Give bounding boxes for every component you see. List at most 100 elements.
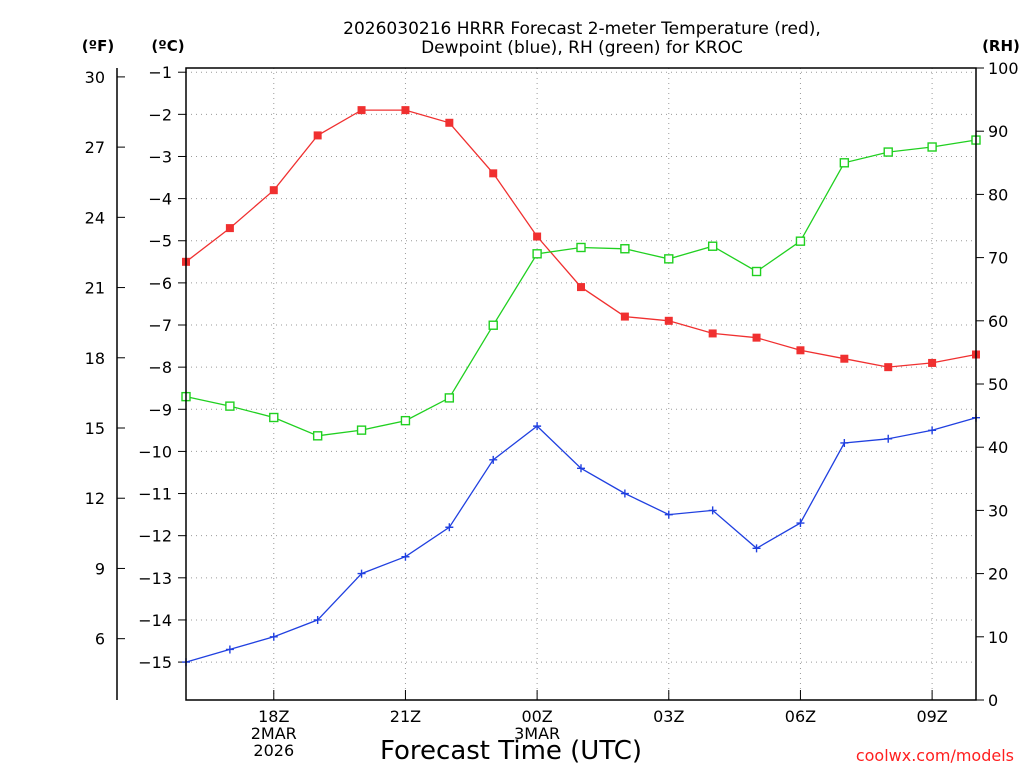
celsius-tick-label: −15	[138, 653, 172, 672]
rh-point	[444, 393, 455, 403]
celsius-unit-label: (ºC)	[151, 37, 184, 55]
dewpoint-point	[489, 455, 498, 464]
fahrenheit-tick-label: 21	[85, 279, 105, 298]
fahrenheit-tick-label: 18	[85, 349, 105, 368]
rh-point	[576, 242, 586, 253]
chart-title: 2026030216 HRRR Forecast 2-meter Tempera…	[343, 19, 821, 58]
fahrenheit-tick-label: 12	[85, 489, 105, 508]
celsius-tick-label: −12	[138, 527, 172, 546]
time-tick-label: 00Z	[521, 707, 552, 726]
celsius-tick-label: −13	[138, 569, 172, 588]
time-tick-label: 2026	[253, 741, 294, 760]
fahrenheit-tick-label: 6	[95, 630, 105, 649]
celsius-tick-label: −5	[148, 232, 172, 251]
rh-point	[707, 241, 718, 251]
rh-tick-label: 30	[988, 501, 1008, 520]
dewpoint-point	[840, 438, 849, 447]
rh-point	[269, 412, 279, 423]
x-axis-title: Forecast Time (UTC)	[380, 736, 642, 766]
rh-point	[225, 401, 235, 411]
temperature-point	[225, 224, 234, 233]
fahrenheit-tick-label: 9	[95, 559, 105, 578]
rh-tick-label: 90	[988, 122, 1008, 141]
dewpoint-point	[313, 615, 322, 624]
rh-tick-label: 60	[988, 312, 1008, 331]
temperature-point	[489, 169, 498, 178]
title-line-1: 2026030216 HRRR Forecast 2-meter Tempera…	[343, 19, 821, 39]
dewpoint-point	[752, 544, 761, 553]
temperature-point	[840, 354, 849, 363]
dewpoint-point	[401, 552, 410, 561]
rh-point	[664, 254, 674, 264]
celsius-tick-label: −4	[148, 190, 172, 209]
credit-text: coolwx.com/models	[856, 746, 1014, 765]
celsius-axis: −1 −2 −3 −4 −5 −6 −7 −8 −9 −10 −11 −12 −13 −14 −15	[138, 63, 186, 672]
dewpoint-point	[269, 632, 278, 641]
rh-tick-label: 80	[988, 185, 1008, 204]
plot-frame	[185, 67, 977, 701]
rh-tick-label: 100	[988, 59, 1019, 78]
celsius-tick-label: −9	[148, 400, 172, 419]
fahrenheit-tick-label: 15	[85, 419, 105, 438]
dewpoint-point	[708, 506, 717, 515]
celsius-tick-label: −7	[148, 316, 172, 335]
rh-point	[356, 425, 367, 435]
temperature-point	[796, 346, 805, 355]
celsius-tick-label: −6	[148, 274, 172, 293]
celsius-tick-label: −10	[138, 442, 172, 461]
celsius-tick-label: −2	[148, 105, 172, 124]
celsius-tick-label: −14	[138, 611, 172, 630]
time-tick-label: 21Z	[390, 707, 421, 726]
temperature-series	[182, 106, 980, 372]
celsius-tick-label: −8	[148, 358, 172, 377]
temperature-point	[928, 358, 937, 367]
temperature-point	[533, 232, 542, 241]
time-tick-label: 06Z	[785, 707, 816, 726]
rh-point	[312, 431, 323, 441]
rh-point	[927, 142, 937, 152]
dewpoint-point	[664, 510, 673, 519]
time-tick-label: 18Z	[258, 707, 289, 726]
fahrenheit-axis: 30 27 24 21 18 15 12 9 6	[85, 68, 125, 700]
rh-tick-label: 50	[988, 375, 1008, 394]
dewpoint-point	[928, 426, 937, 435]
rh-tick-label: 70	[988, 249, 1008, 268]
title-line-2: Dewpoint (blue), RH (green) for KROC	[421, 38, 743, 58]
temperature-point	[269, 186, 278, 195]
rh-point	[795, 236, 806, 246]
time-tick-label: 2MAR	[251, 724, 297, 743]
dewpoint-point	[225, 645, 234, 654]
rh-tick-label: 0	[988, 691, 998, 710]
dewpoint-point	[445, 523, 454, 532]
rh-point	[839, 158, 850, 168]
celsius-tick-label: −3	[148, 147, 172, 166]
rh-point	[751, 266, 762, 277]
time-tick-label: 03Z	[653, 707, 684, 726]
rh-tick-label: 20	[988, 565, 1008, 584]
temperature-point	[357, 106, 366, 115]
celsius-tick-label: −1	[148, 63, 172, 82]
dewpoint-series	[182, 413, 980, 667]
dewpoint-line	[185, 417, 977, 663]
dewpoint-point	[577, 464, 585, 473]
dewpoint-point	[796, 519, 805, 528]
rh-tick-label: 10	[988, 628, 1008, 647]
gridlines	[186, 68, 976, 700]
temperature-point	[401, 106, 410, 115]
temperature-point	[445, 118, 454, 127]
dewpoint-point	[884, 434, 893, 443]
rh-point	[400, 415, 411, 426]
rh-unit-label: (RH)	[982, 37, 1020, 55]
rh-point	[488, 320, 498, 330]
fahrenheit-tick-label: 24	[85, 208, 105, 227]
fahrenheit-tick-label: 27	[85, 138, 105, 157]
dewpoint-point	[533, 422, 542, 431]
dewpoint-point	[620, 489, 629, 498]
celsius-tick-label: −11	[138, 485, 172, 504]
rh-point	[532, 249, 542, 259]
temperature-point	[752, 333, 761, 342]
temperature-point	[664, 316, 673, 325]
